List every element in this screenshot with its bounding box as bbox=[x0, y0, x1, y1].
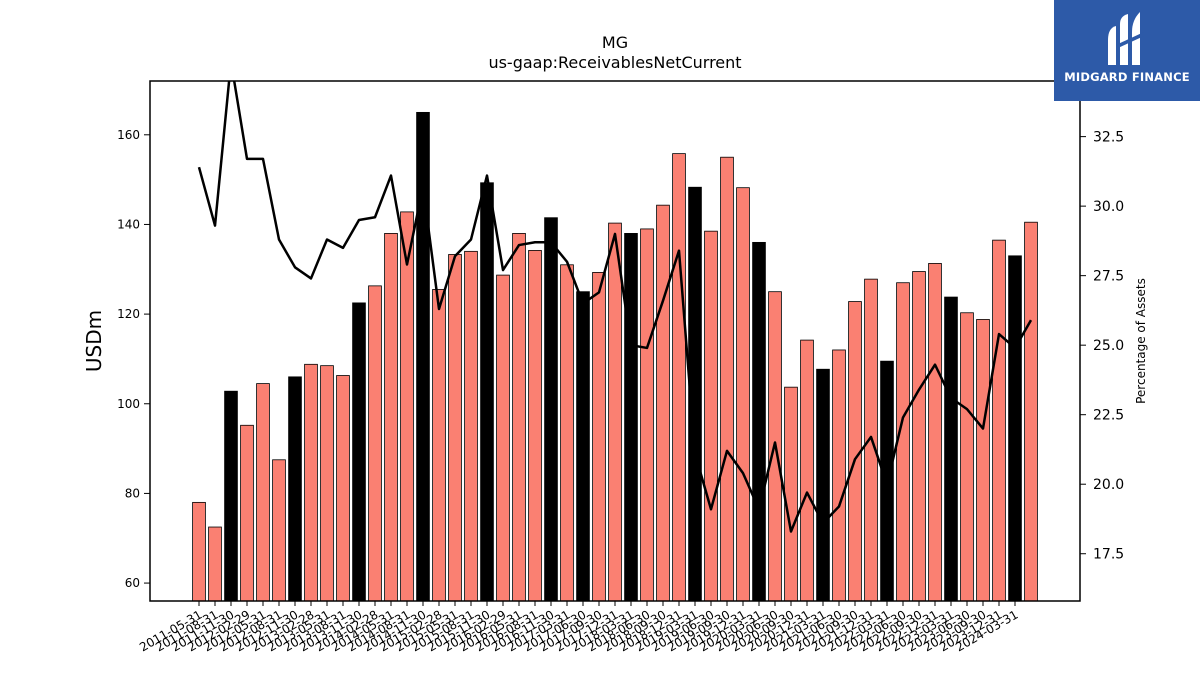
bar bbox=[560, 264, 574, 601]
y-tick-label: 80 bbox=[125, 486, 140, 500]
y-tick-label: 60 bbox=[125, 576, 140, 590]
bar bbox=[992, 239, 1006, 601]
bar bbox=[944, 296, 958, 601]
y2-axis-label: Percentage of Assets bbox=[1134, 278, 1148, 404]
bar bbox=[400, 211, 414, 601]
bar bbox=[784, 386, 798, 601]
bar bbox=[320, 365, 334, 601]
bar bbox=[336, 375, 350, 601]
bar bbox=[912, 271, 926, 601]
bar bbox=[496, 274, 510, 601]
bar bbox=[800, 339, 814, 601]
percentage-line bbox=[197, 81, 1033, 533]
bar bbox=[672, 153, 686, 601]
bar bbox=[640, 228, 654, 601]
y2-tick-label: 32.5 bbox=[1093, 130, 1124, 146]
logo-text: MIDGARD FINANCE bbox=[1064, 70, 1190, 84]
y2-tick-label: 20.0 bbox=[1093, 477, 1124, 493]
midgard-logo-icon bbox=[1108, 12, 1144, 65]
bar bbox=[752, 241, 766, 601]
bar bbox=[352, 302, 366, 601]
percentage-line-series bbox=[197, 81, 1033, 533]
bar bbox=[624, 233, 638, 601]
bar bbox=[512, 233, 526, 601]
bar bbox=[1024, 221, 1038, 601]
bar bbox=[544, 217, 558, 601]
bar bbox=[896, 282, 910, 601]
bar bbox=[592, 272, 606, 601]
bar bbox=[688, 186, 702, 601]
y2-tick-label: 30.0 bbox=[1093, 199, 1124, 215]
bar bbox=[576, 291, 590, 601]
y2-tick-label: 17.5 bbox=[1093, 547, 1124, 563]
y-tick-label: 100 bbox=[117, 397, 140, 411]
bar bbox=[928, 263, 942, 601]
bar bbox=[192, 501, 206, 601]
bar bbox=[240, 424, 254, 601]
bar bbox=[448, 254, 462, 601]
bar bbox=[656, 204, 670, 601]
bar bbox=[384, 233, 398, 601]
bar bbox=[832, 349, 846, 601]
y-axis-label: USDm bbox=[82, 310, 106, 372]
bar bbox=[464, 250, 478, 601]
bar bbox=[208, 526, 222, 601]
chart-subtitle: us-gaap:ReceivablesNetCurrent bbox=[488, 53, 742, 72]
y2-tick-label: 22.5 bbox=[1093, 408, 1124, 424]
bar bbox=[432, 289, 446, 601]
y-axis-left: 60 80 100 120 140 160 bbox=[117, 128, 150, 590]
chart-title: MG bbox=[601, 33, 629, 52]
bar bbox=[528, 250, 542, 601]
bar bbox=[736, 187, 750, 601]
y2-tick-label: 25.0 bbox=[1093, 338, 1124, 354]
brand-logo: MIDGARD FINANCE bbox=[1054, 0, 1200, 101]
bar bbox=[976, 319, 990, 601]
bar bbox=[224, 390, 238, 601]
y-axis-right: 17.5 20.0 22.5 25.0 27.5 30.0 32.5 bbox=[1080, 130, 1124, 563]
y2-tick-label: 27.5 bbox=[1093, 269, 1124, 285]
bar bbox=[288, 376, 302, 601]
bar bbox=[704, 230, 718, 601]
bar bbox=[304, 363, 318, 601]
y-tick-label: 140 bbox=[117, 217, 140, 231]
bar-series bbox=[192, 111, 1038, 601]
y-tick-label: 120 bbox=[117, 307, 140, 321]
x-axis: 2011-05-312011-08-312011-11-302012-02-29… bbox=[137, 601, 1021, 654]
bar bbox=[960, 312, 974, 601]
y-tick-label: 160 bbox=[117, 128, 140, 142]
bar bbox=[1008, 255, 1022, 601]
bar bbox=[608, 222, 622, 601]
bar bbox=[272, 459, 286, 601]
bar bbox=[720, 156, 734, 601]
bar bbox=[256, 383, 270, 601]
bar bbox=[368, 285, 382, 601]
bar bbox=[816, 368, 830, 601]
bar bbox=[480, 182, 494, 601]
